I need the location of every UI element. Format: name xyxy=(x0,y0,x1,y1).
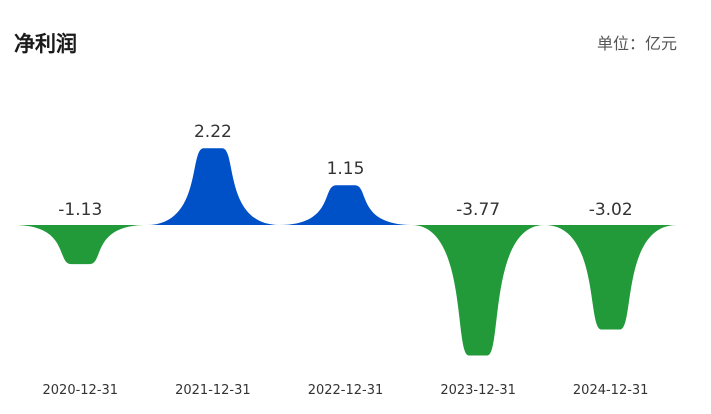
unit-label: 单位：亿元 xyxy=(596,34,677,53)
profit-shape-2021-12-31 xyxy=(146,148,280,225)
x-tick-label: 2022-12-31 xyxy=(308,383,384,398)
profit-shape-2024-12-31 xyxy=(544,225,677,330)
profit-shape-2020-12-31 xyxy=(14,225,147,265)
x-tick-label: 2023-12-31 xyxy=(440,383,516,398)
x-tick-label: 2020-12-31 xyxy=(43,383,119,398)
x-tick-label: 2024-12-31 xyxy=(573,383,649,398)
chart-title: 净利润 xyxy=(14,32,77,56)
profit-shape-2023-12-31 xyxy=(411,225,545,356)
value-label: 1.15 xyxy=(327,159,365,179)
value-label: 2.22 xyxy=(194,122,232,142)
x-tick-label: 2021-12-31 xyxy=(175,383,251,398)
value-label: -3.77 xyxy=(456,200,500,220)
value-label: -3.02 xyxy=(589,200,633,220)
profit-shape-2022-12-31 xyxy=(279,185,412,225)
value-label: -1.13 xyxy=(58,200,102,220)
